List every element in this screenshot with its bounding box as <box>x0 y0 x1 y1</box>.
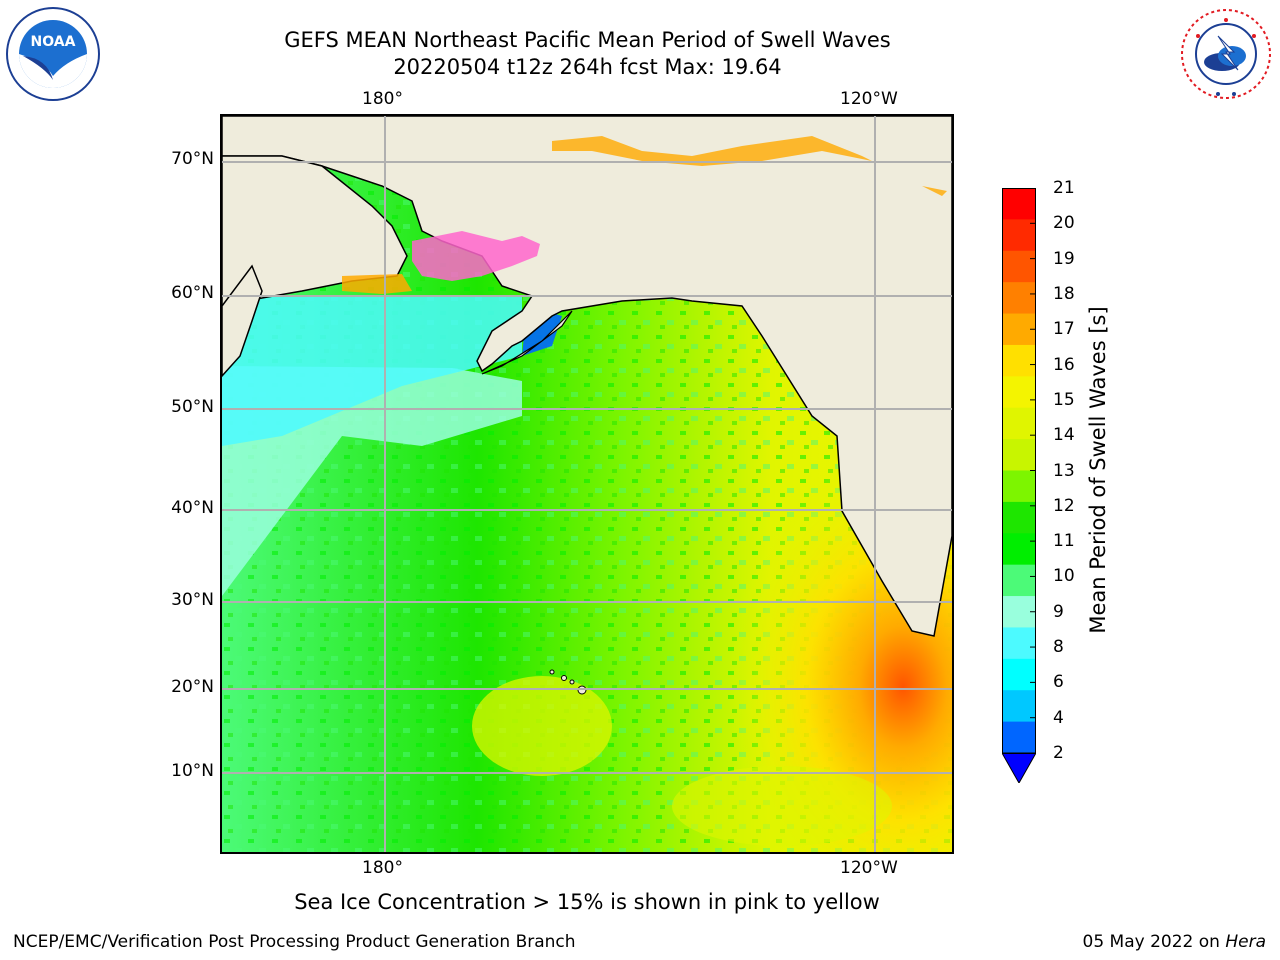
colorbar-tick-label: 11 <box>1053 531 1075 552</box>
colorbar-swatches <box>1001 187 1037 785</box>
lon-label-top-180: 180° <box>362 89 403 109</box>
lat-label-60n: 60°N <box>171 283 214 303</box>
colorbar-tick-label: 16 <box>1053 354 1075 375</box>
colorbar-swatch <box>1002 690 1036 723</box>
colorbar-tick-label: 18 <box>1053 283 1075 304</box>
lon-label-bottom-180: 180° <box>362 858 403 878</box>
colorbar-tick-label: 8 <box>1053 637 1064 658</box>
colorbar-swatch <box>1002 376 1036 409</box>
noaa-logo-text: NOAA <box>31 34 76 50</box>
kamchatka-land <box>222 264 263 378</box>
lat-label-10n: 10°N <box>171 761 214 781</box>
colorbar-swatch <box>1002 721 1036 754</box>
lon-label-top-120w: 120°W <box>840 89 898 109</box>
colorbar-swatch <box>1002 282 1036 315</box>
lat-label-50n: 50°N <box>171 397 214 417</box>
noaa-logo: NOAA <box>5 6 101 102</box>
colorbar-swatch <box>1002 250 1036 283</box>
colorbar-tick-label: 9 <box>1053 601 1064 622</box>
colorbar-tick-label: 21 <box>1053 178 1075 198</box>
map-subtitle: 20220504 t12z 264h fcst Max: 19.64 <box>393 55 782 79</box>
map-title: GEFS MEAN Northeast Pacific Mean Period … <box>284 28 891 52</box>
colorbar-tick-label: 15 <box>1053 389 1075 410</box>
colorbar-tick-label: 2 <box>1053 743 1064 763</box>
footer-credit: NCEP/EMC/Verification Post Processing Pr… <box>13 932 576 952</box>
nws-logo <box>1178 6 1274 102</box>
sea-ice-note: Sea Ice Concentration > 15% is shown in … <box>294 890 880 914</box>
lat-label-30n: 30°N <box>171 590 214 610</box>
colorbar-swatch <box>1002 344 1036 377</box>
colorbar-tick-label: 13 <box>1053 460 1075 481</box>
colorbar-swatch <box>1002 470 1036 503</box>
colorbar-tick-label: 10 <box>1053 566 1075 587</box>
colorbar-swatch <box>1002 439 1036 471</box>
lat-label-20n: 20°N <box>171 677 214 697</box>
colorbar-tick-label: 4 <box>1053 707 1064 728</box>
lat-label-40n: 40°N <box>171 498 214 518</box>
colorbar-swatch <box>1002 501 1036 534</box>
sea-ice-bering <box>412 231 540 281</box>
swell-period-map[interactable] <box>220 114 954 854</box>
footer-date-text: 05 May 2022 on <box>1082 932 1220 952</box>
footer-date: 05 May 2022 on Hera <box>1083 932 1267 952</box>
colorbar-title: Mean Period of Swell Waves [s] <box>1086 306 1110 634</box>
lon-label-bottom-120w: 120°W <box>840 858 898 878</box>
colorbar-tick-label: 17 <box>1053 319 1075 340</box>
colorbar-under-arrow <box>1001 752 1037 785</box>
sea-ice-edge-west <box>342 274 412 294</box>
north-america-land <box>222 116 952 637</box>
graticule <box>222 116 952 852</box>
footer-host: Hera <box>1225 932 1266 952</box>
colorbar-swatch <box>1002 533 1036 566</box>
colorbar-swatch <box>1002 219 1036 252</box>
alaska-peninsula <box>481 310 573 375</box>
yellow-swell-pocket-south <box>672 766 892 846</box>
colorbar-tick-label: 14 <box>1053 425 1075 446</box>
colorbar-tick-label: 12 <box>1053 495 1075 516</box>
colorbar-tick-label: 6 <box>1053 672 1064 693</box>
colorbar-tick-label: 20 <box>1053 213 1075 234</box>
colorbar-tick-label: 19 <box>1053 248 1075 269</box>
colorbar-swatch <box>1002 627 1036 660</box>
yellow-swell-pocket <box>472 676 612 776</box>
map-canvas <box>222 116 952 852</box>
lat-label-70n: 70°N <box>171 149 214 169</box>
colorbar-swatch <box>1002 188 1036 220</box>
colorbar <box>1001 187 1037 785</box>
colorbar-swatch <box>1002 658 1036 691</box>
colorbar-swatch <box>1002 564 1036 597</box>
colorbar-swatch <box>1002 407 1036 440</box>
sea-ice-arctic-coast <box>552 136 947 196</box>
